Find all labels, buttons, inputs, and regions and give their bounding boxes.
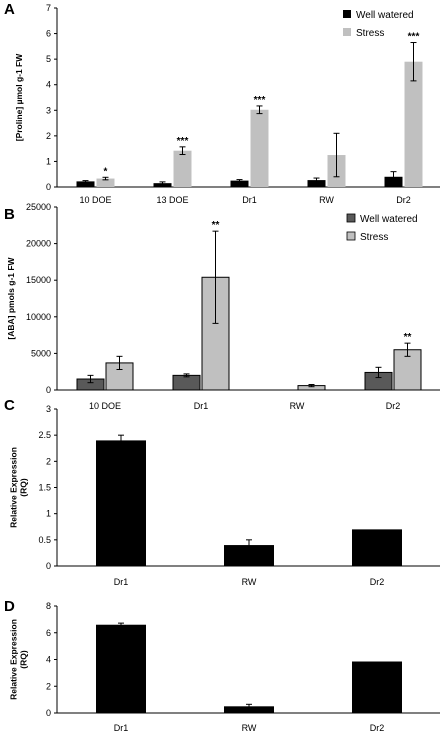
x-tick-label: 10 DOE bbox=[89, 401, 121, 411]
y-axis-label: [ABA] pmols g-1 FW bbox=[6, 256, 16, 339]
y-tick-label: 25000 bbox=[26, 202, 51, 212]
significance-label: * bbox=[104, 166, 108, 177]
y-tick-label: 10000 bbox=[26, 312, 51, 322]
panel-letter: B bbox=[4, 206, 15, 223]
bar bbox=[230, 180, 249, 187]
y-tick-label: 3 bbox=[46, 404, 51, 414]
significance-label: *** bbox=[177, 136, 189, 147]
y-axis-label-line: Relative Expression bbox=[8, 447, 18, 528]
x-tick-label: 10 DOE bbox=[79, 195, 111, 205]
bar bbox=[172, 374, 201, 391]
y-tick-label: 15000 bbox=[26, 275, 51, 285]
y-tick-label: 5 bbox=[46, 54, 51, 64]
y-tick-label: 1 bbox=[46, 509, 51, 519]
x-tick-label: Dr2 bbox=[396, 195, 411, 205]
y-axis-label-line: (RQ) bbox=[19, 650, 29, 669]
y-tick-label: 2.5 bbox=[38, 430, 51, 440]
x-tick-label: RW bbox=[242, 577, 257, 587]
bar bbox=[173, 150, 192, 187]
x-tick-label: RW bbox=[242, 723, 257, 733]
legend-swatch bbox=[343, 10, 351, 18]
legend-label: Stress bbox=[360, 232, 388, 243]
y-tick-label: 0.5 bbox=[38, 535, 51, 545]
x-tick-label: Dr1 bbox=[114, 723, 129, 733]
bar bbox=[76, 181, 95, 187]
bar bbox=[96, 440, 146, 566]
significance-label: ** bbox=[404, 332, 412, 343]
y-tick-label: 0 bbox=[46, 182, 51, 192]
y-tick-label: 4 bbox=[46, 80, 51, 90]
significance-label: ** bbox=[212, 220, 220, 231]
legend-label: Well watered bbox=[360, 214, 418, 225]
significance-label: *** bbox=[254, 95, 266, 106]
bar bbox=[153, 183, 172, 187]
panel-letter: A bbox=[4, 1, 15, 18]
bar bbox=[250, 109, 269, 187]
bar bbox=[352, 529, 402, 566]
bar bbox=[96, 178, 115, 187]
y-axis-label: Relative Expression(RQ) bbox=[8, 447, 28, 528]
legend-label: Well watered bbox=[356, 10, 414, 21]
x-tick-label: Dr2 bbox=[370, 723, 385, 733]
y-tick-label: 1 bbox=[46, 156, 51, 166]
x-tick-label: 13 DOE bbox=[156, 195, 188, 205]
x-tick-label: Dr1 bbox=[194, 401, 209, 411]
y-tick-label: 6 bbox=[46, 29, 51, 39]
y-tick-label: 2 bbox=[46, 681, 51, 691]
panel-letter: D bbox=[4, 598, 15, 615]
y-tick-label: 1.5 bbox=[38, 483, 51, 493]
y-axis-label-line: (RQ) bbox=[19, 478, 29, 497]
y-axis-label-line: Relative Expression bbox=[8, 619, 18, 700]
y-tick-label: 8 bbox=[46, 601, 51, 611]
y-tick-label: 6 bbox=[46, 628, 51, 638]
bar bbox=[307, 180, 326, 187]
y-tick-label: 7 bbox=[46, 3, 51, 13]
y-tick-label: 0 bbox=[46, 561, 51, 571]
chart-panel-a: A 0 1 2 3 4 5 6 7 [Proline] µmol g-1 FW 10 DOE 13 D… bbox=[4, 1, 440, 205]
x-tick-label: RW bbox=[319, 195, 334, 205]
y-tick-label: 2 bbox=[46, 456, 51, 466]
chart-panel-c: C 0 0.5 1 1.5 2 2.5 3 Relative Expression(RQ) Dr1… bbox=[4, 397, 440, 587]
legend-swatch bbox=[346, 213, 356, 223]
chart-panel-d: D 0 2 4 6 8 Relative Expression(RQ) Dr1 RW Dr2 bbox=[4, 598, 440, 733]
legend-label: Stress bbox=[356, 28, 384, 39]
chart-panel-b: B 0 5000 10000 15000 20000 25000 [ABA] pmols g-… bbox=[4, 202, 440, 411]
bar bbox=[352, 661, 402, 713]
y-axis-label: Relative Expression(RQ) bbox=[8, 619, 28, 700]
y-tick-label: 0 bbox=[46, 385, 51, 395]
x-tick-label: RW bbox=[290, 401, 305, 411]
x-tick-label: Dr1 bbox=[114, 577, 129, 587]
significance-label: *** bbox=[408, 32, 420, 43]
y-tick-label: 5000 bbox=[31, 348, 51, 358]
bar bbox=[224, 545, 274, 566]
bar bbox=[96, 624, 146, 713]
x-tick-label: Dr1 bbox=[242, 195, 257, 205]
bar bbox=[224, 706, 274, 713]
legend-swatch bbox=[346, 231, 356, 241]
y-tick-label: 4 bbox=[46, 655, 51, 665]
bar bbox=[404, 61, 423, 188]
y-tick-label: 2 bbox=[46, 131, 51, 141]
y-tick-label: 20000 bbox=[26, 239, 51, 249]
panel-letter: C bbox=[4, 397, 15, 414]
x-tick-label: Dr2 bbox=[386, 401, 401, 411]
y-axis-label: [Proline] µmol g-1 FW bbox=[14, 53, 24, 142]
y-tick-label: 0 bbox=[46, 708, 51, 718]
y-tick-label: 3 bbox=[46, 105, 51, 115]
x-tick-label: Dr2 bbox=[370, 577, 385, 587]
legend-swatch bbox=[343, 28, 351, 36]
